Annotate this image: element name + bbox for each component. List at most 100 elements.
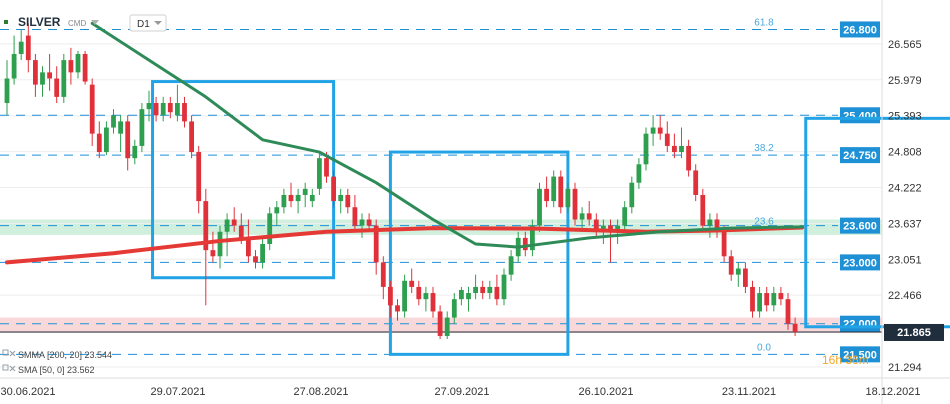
candle-body[interactable] — [423, 293, 429, 300]
candle-body[interactable] — [167, 103, 173, 113]
candle-body[interactable] — [757, 293, 762, 312]
candle-body[interactable] — [522, 237, 528, 251]
candle-body[interactable] — [288, 194, 294, 202]
candle-body[interactable] — [508, 256, 514, 275]
candle-body[interactable] — [664, 133, 670, 146]
candle-body[interactable] — [260, 244, 265, 263]
candle-body[interactable] — [416, 286, 422, 300]
candle-body[interactable] — [104, 127, 109, 153]
candle-body[interactable] — [359, 219, 365, 226]
candle-body[interactable] — [324, 158, 329, 177]
candle-body[interactable] — [700, 194, 706, 226]
candle-body[interactable] — [693, 170, 699, 195]
candle-body[interactable] — [132, 145, 138, 159]
candle-body[interactable] — [558, 176, 564, 208]
settings-icon[interactable] — [2, 349, 9, 356]
candle-body[interactable] — [274, 207, 280, 214]
candle-body[interactable] — [459, 289, 464, 300]
candle-body[interactable] — [409, 280, 415, 287]
candle-body[interactable] — [118, 121, 123, 134]
candle-body[interactable] — [253, 256, 258, 263]
candle-body[interactable] — [501, 274, 507, 300]
candle-body[interactable] — [380, 262, 386, 287]
candle-body[interactable] — [40, 72, 45, 85]
candle-body[interactable] — [395, 305, 400, 312]
candle-body[interactable] — [643, 133, 649, 165]
candle-body[interactable] — [679, 145, 684, 153]
candle-body[interactable] — [309, 194, 315, 202]
candle-body[interactable] — [537, 188, 542, 226]
candle-body[interactable] — [593, 219, 599, 232]
candle-body[interactable] — [217, 231, 223, 257]
candle-body[interactable] — [231, 219, 237, 226]
symbol-label[interactable]: SILVER — [18, 15, 61, 29]
close-icon[interactable] — [9, 350, 16, 357]
close-icon[interactable] — [9, 365, 16, 372]
candle-body[interactable] — [345, 194, 351, 208]
candle-body[interactable] — [68, 60, 74, 73]
candle-body[interactable] — [650, 127, 656, 134]
candle-body[interactable] — [785, 299, 791, 324]
candle-body[interactable] — [89, 84, 95, 134]
candle-body[interactable] — [572, 188, 578, 220]
candle-body[interactable] — [160, 103, 166, 116]
candle-body[interactable] — [203, 201, 209, 251]
candle-body[interactable] — [444, 317, 450, 336]
candle-body[interactable] — [352, 207, 358, 226]
candle-body[interactable] — [238, 225, 244, 238]
candle-body[interactable] — [565, 188, 571, 208]
symbol-dropdown-icon[interactable] — [91, 20, 99, 25]
candle-body[interactable] — [96, 133, 102, 153]
candle-body[interactable] — [4, 78, 10, 104]
candle-body[interactable] — [487, 286, 493, 294]
candle-body[interactable] — [139, 109, 145, 146]
candle-body[interactable] — [657, 127, 663, 134]
candle-body[interactable] — [125, 121, 131, 159]
candle-body[interactable] — [224, 219, 230, 232]
candle-body[interactable] — [267, 213, 273, 245]
candle-body[interactable] — [302, 188, 308, 195]
highlight-box[interactable] — [388, 150, 570, 356]
chevron-down-icon[interactable] — [154, 21, 162, 25]
settings-icon[interactable] — [2, 364, 9, 371]
candle-body[interactable] — [622, 207, 628, 226]
candle-body[interactable] — [551, 176, 557, 202]
candle-body[interactable] — [466, 293, 471, 300]
candle-body[interactable] — [196, 152, 202, 202]
candle-body[interactable] — [373, 225, 379, 263]
candle-body[interactable] — [792, 323, 798, 332]
candle-body[interactable] — [473, 286, 478, 294]
candle-body[interactable] — [480, 286, 486, 294]
candle-body[interactable] — [544, 188, 549, 202]
candle-body[interactable] — [75, 53, 81, 73]
candle-body[interactable] — [33, 60, 38, 85]
candle-body[interactable] — [11, 53, 17, 79]
candle-body[interactable] — [743, 268, 748, 287]
candle-body[interactable] — [153, 103, 159, 116]
candle-body[interactable] — [778, 293, 784, 300]
candle-body[interactable] — [246, 237, 251, 257]
candle-body[interactable] — [750, 286, 755, 312]
candle-body[interactable] — [18, 41, 24, 54]
candle-body[interactable] — [764, 293, 770, 306]
candle-body[interactable] — [451, 299, 457, 318]
candle-body[interactable] — [686, 145, 691, 171]
candle-body[interactable] — [530, 225, 535, 251]
candle-body[interactable] — [111, 115, 116, 128]
candle-body[interactable] — [714, 219, 720, 232]
candle-body[interactable] — [608, 225, 613, 232]
candle-body[interactable] — [494, 286, 500, 300]
candle-body[interactable] — [331, 176, 336, 202]
candle-body[interactable] — [636, 164, 642, 183]
timeframe-select[interactable] — [129, 14, 167, 32]
candle-body[interactable] — [317, 158, 322, 189]
candle-body[interactable] — [721, 231, 727, 257]
candle-body[interactable] — [210, 250, 216, 257]
candle-body[interactable] — [338, 194, 344, 202]
candle-body[interactable] — [430, 293, 436, 312]
candle-body[interactable] — [402, 280, 407, 312]
candle-body[interactable] — [182, 103, 187, 122]
candle-body[interactable] — [771, 293, 777, 306]
candle-body[interactable] — [586, 213, 592, 220]
